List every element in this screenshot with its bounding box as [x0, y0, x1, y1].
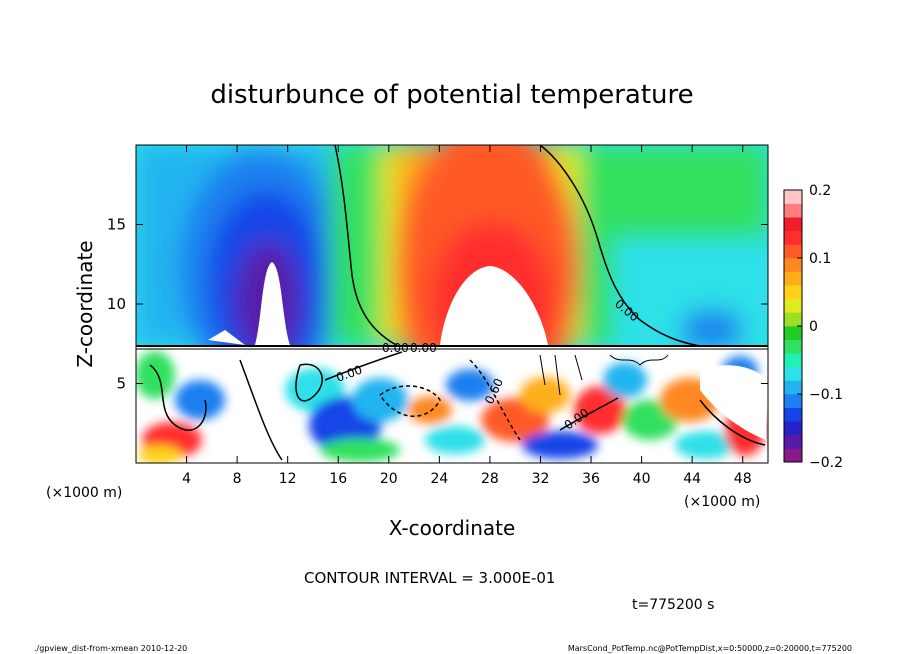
lower-layer	[136, 346, 768, 463]
x-tick-label: 44	[683, 471, 701, 487]
z-tick-label: 5	[116, 375, 126, 393]
colorbar-segment	[784, 203, 802, 218]
colorbar-segment	[784, 394, 802, 408]
x-unit-right: (×1000 m)	[684, 494, 760, 510]
x-tick-label: 36	[582, 471, 600, 487]
colorbar-segment	[784, 190, 802, 204]
colorbar-segment	[784, 285, 802, 300]
heatmap-field: 0.00 0.00 0.00 0.00 0.60 0.00	[136, 145, 768, 463]
x-tick-label: 16	[329, 471, 347, 487]
x-tick-label: 4	[182, 471, 191, 487]
x-tick-label: 24	[430, 471, 448, 487]
colorbar-segment	[784, 230, 802, 245]
colorbar-segment	[784, 380, 802, 395]
x-axis-label: X-coordinate	[389, 516, 516, 540]
colorbar-tick-label: −0.1	[809, 387, 843, 403]
colorbar-segment	[784, 244, 802, 259]
contour-label: 0.00	[410, 341, 437, 355]
x-tick-label: 40	[633, 471, 651, 487]
colorbar-tick-label: 0	[809, 319, 818, 335]
colorbar-segment	[784, 434, 802, 449]
colorbar-segment	[784, 421, 802, 436]
time-label: t=775200 s	[632, 597, 714, 613]
colorbar-segment	[784, 298, 802, 313]
colorbar-segment	[784, 448, 802, 463]
colorbar-segment	[784, 258, 802, 272]
colorbar-segment	[784, 353, 802, 368]
z-axis: 5 10 15	[107, 216, 768, 393]
colorbar: 0.2 0.1 0 −0.1 −0.2	[783, 183, 843, 471]
colorbar-segment	[784, 339, 802, 354]
colorbar-segment	[784, 312, 802, 327]
x-tick-label: 8	[233, 471, 242, 487]
contour-label: 0.00	[382, 341, 409, 355]
colorbar-segment	[784, 326, 802, 340]
z-tick-label: 15	[107, 216, 126, 234]
x-tick-label: 20	[380, 471, 398, 487]
x-tick-label: 32	[532, 471, 550, 487]
y-axis-label: Z-coordinate	[73, 240, 97, 367]
colorbar-segment	[784, 271, 802, 286]
x-tick-label: 48	[734, 471, 752, 487]
colorbar-segment	[784, 407, 802, 422]
contour-lines	[136, 145, 768, 461]
footer-right: MarsCond_PotTemp.nc@PotTempDist,x=0:5000…	[568, 644, 852, 653]
colorbar-tick-label: −0.2	[809, 455, 843, 471]
colorbar-segment	[784, 366, 802, 381]
x-tick-label: 12	[279, 471, 297, 487]
chart-title: disturbunce of potential temperature	[210, 80, 693, 110]
z-tick-label: 10	[107, 295, 126, 313]
colorbar-tick-label: 0.2	[809, 183, 831, 199]
x-axis: 4 8 12 16 20 24 28 32 36 40 44 48	[182, 145, 752, 487]
colorbar-tick-label: 0.1	[809, 251, 831, 267]
colorbar-segment	[784, 217, 802, 232]
x-unit-left: (×1000 m)	[46, 485, 122, 501]
footer-left: ./gpview_dist-from-xmean 2010-12-20	[34, 644, 187, 653]
x-tick-label: 28	[481, 471, 499, 487]
contour-interval: CONTOUR INTERVAL = 3.000E-01	[304, 569, 555, 587]
